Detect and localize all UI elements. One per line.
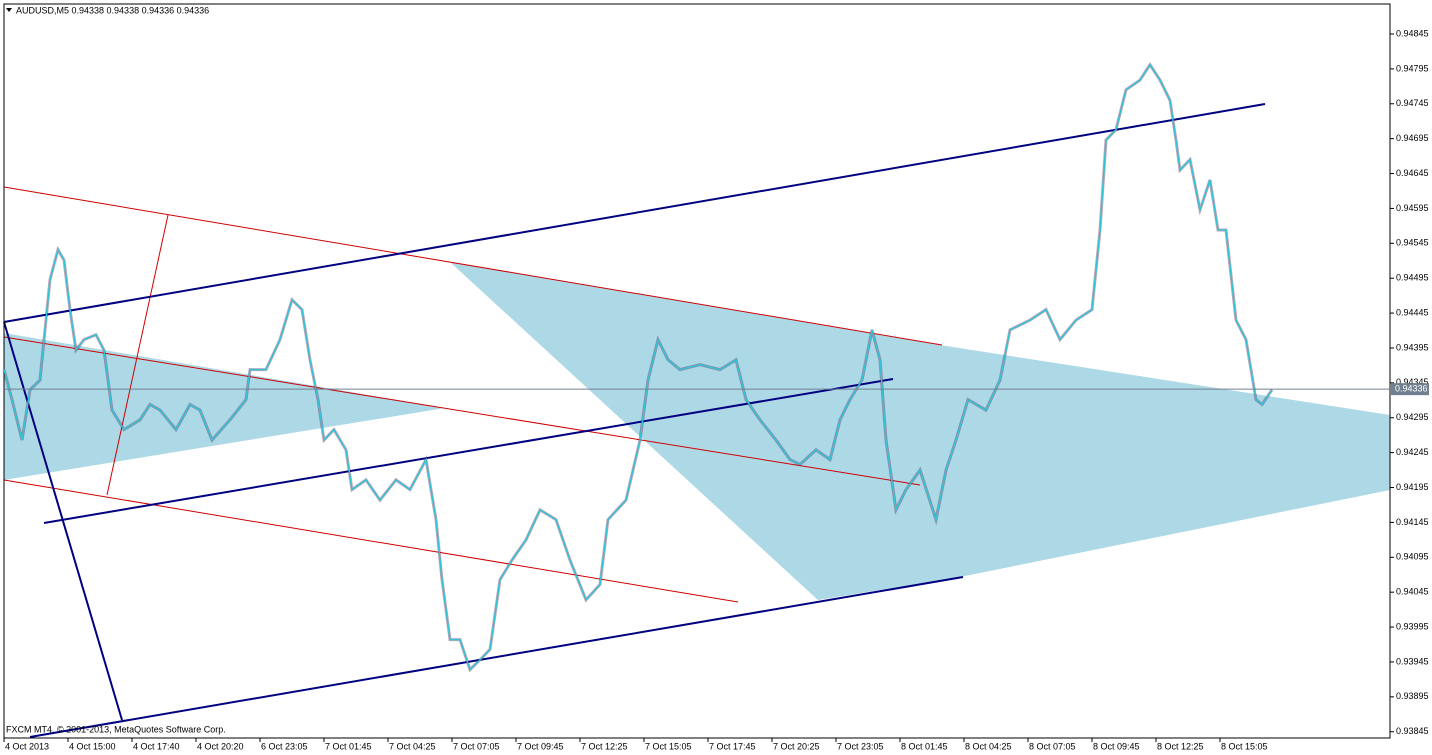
x-tick-label: 7 Oct 12:25: [581, 741, 628, 751]
menu-arrow: [6, 8, 12, 12]
chart-title: AUDUSD,M5 0.94338 0.94338 0.94336 0.9433…: [16, 5, 209, 15]
y-tick-label: 0.94095: [1396, 552, 1429, 562]
red-trendline: [3, 336, 921, 486]
current-price-label: 0.94336: [1395, 384, 1428, 394]
x-tick-label: 7 Oct 04:25: [389, 741, 436, 751]
x-tick-label: 4 Oct 2013: [5, 741, 49, 751]
shaded-triangle: [450, 262, 1390, 600]
y-tick-label: 0.94145: [1396, 517, 1429, 527]
y-tick-label: 0.94645: [1396, 168, 1429, 178]
blue-trendline: [29, 576, 964, 738]
x-tick-label: 7 Oct 01:45: [325, 741, 372, 751]
y-tick-label: 0.93945: [1396, 656, 1429, 666]
price-line: [3, 63, 1273, 671]
blue-trendline: [3, 103, 1266, 323]
y-tick-label: 0.94045: [1396, 587, 1429, 597]
y-tick-label: 0.94395: [1396, 342, 1429, 352]
y-tick-label: 0.94345: [1396, 377, 1429, 387]
y-tick-label: 0.94845: [1396, 28, 1429, 38]
x-tick-label: 4 Oct 17:40: [133, 741, 180, 751]
blue-trendline: [3, 321, 123, 721]
red-trendline: [3, 479, 739, 603]
y-tick-label: 0.94295: [1396, 412, 1429, 422]
x-tick-label: 7 Oct 17:45: [709, 741, 756, 751]
x-tick-label: 8 Oct 01:45: [901, 741, 948, 751]
x-tick-label: 8 Oct 07:05: [1029, 741, 1076, 751]
y-tick-label: 0.94695: [1396, 133, 1429, 143]
x-tick-label: 8 Oct 15:05: [1221, 741, 1268, 751]
x-tick-label: 4 Oct 20:20: [197, 741, 244, 751]
x-tick-label: 7 Oct 07:05: [453, 741, 500, 751]
x-tick-label: 4 Oct 15:00: [69, 741, 116, 751]
drawings: [3, 103, 1390, 738]
y-tick-label: 0.94595: [1396, 203, 1429, 213]
copyright: FXCM MT4, © 2001-2013, MetaQuotes Softwa…: [6, 724, 226, 734]
y-tick-label: 0.94195: [1396, 482, 1429, 492]
current-price-box: [1391, 383, 1429, 396]
red-trendline: [3, 186, 943, 346]
shaded-triangle: [4, 333, 445, 480]
red-trendline: [106, 214, 169, 496]
y-tick-label: 0.94545: [1396, 238, 1429, 248]
x-tick-label: 7 Oct 20:25: [773, 741, 820, 751]
x-tick-label: 7 Oct 09:45: [517, 741, 564, 751]
x-tick-label: 8 Oct 09:45: [1093, 741, 1140, 751]
x-tick-label: 7 Oct 23:05: [837, 741, 884, 751]
y-tick-label: 0.94795: [1396, 63, 1429, 73]
blue-trendline: [43, 378, 894, 524]
x-tick-label: 6 Oct 23:05: [261, 741, 308, 751]
y-tick-label: 0.93895: [1396, 691, 1429, 701]
y-tick-label: 0.94745: [1396, 98, 1429, 108]
x-tick-label: 7 Oct 15:05: [645, 741, 692, 751]
y-tick-label: 0.93845: [1396, 726, 1429, 736]
x-tick-label: 8 Oct 12:25: [1157, 741, 1204, 751]
y-tick-label: 0.93995: [1396, 621, 1429, 631]
x-tick-label: 8 Oct 04:25: [965, 741, 1012, 751]
y-tick-label: 0.94245: [1396, 447, 1429, 457]
y-tick-label: 0.94495: [1396, 273, 1429, 283]
y-tick-label: 0.94445: [1396, 307, 1429, 317]
